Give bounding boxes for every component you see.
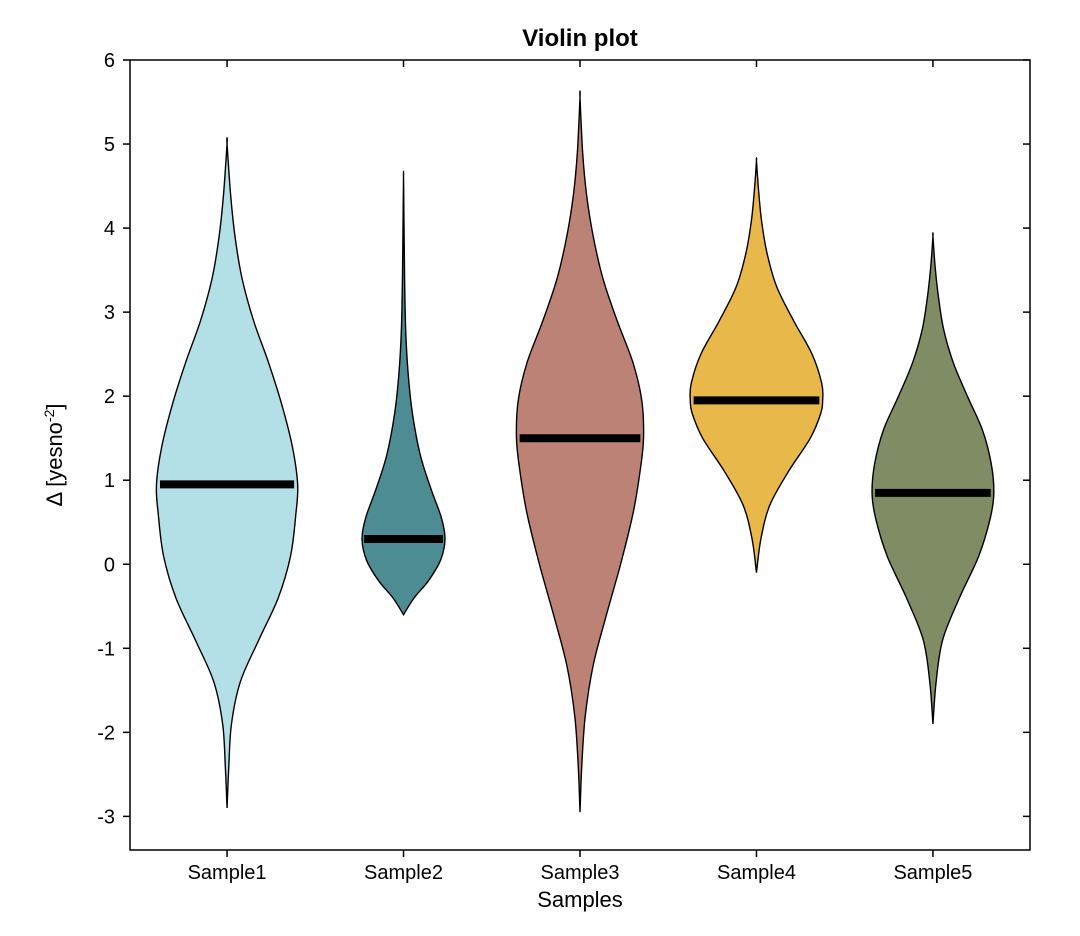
y-tick-label: 4	[104, 218, 115, 240]
chart-title: Violin plot	[522, 25, 638, 52]
y-tick-label: 5	[104, 134, 115, 156]
x-tick-label: Sample5	[893, 862, 972, 884]
y-tick-label: -3	[97, 806, 115, 828]
x-tick-label: Sample2	[364, 862, 443, 884]
x-tick-label: Sample3	[541, 862, 620, 884]
y-tick-label: -1	[97, 638, 115, 660]
x-axis-title: Samples	[537, 887, 623, 912]
y-tick-label: -2	[97, 722, 115, 744]
violin-plot-chart: Violin plot -3 -2 -1 0 1 2 3 4 5 6 Sample1 Sample2 Sa…	[0, 0, 1080, 936]
y-tick-label: 3	[104, 302, 115, 324]
y-tick-label: 0	[104, 554, 115, 576]
x-tick-label: Sample4	[717, 862, 796, 884]
y-tick-label: 6	[104, 50, 115, 72]
x-tick-label: Sample1	[188, 862, 267, 884]
y-tick-label: 1	[104, 470, 115, 492]
y-tick-label: 2	[104, 386, 115, 408]
